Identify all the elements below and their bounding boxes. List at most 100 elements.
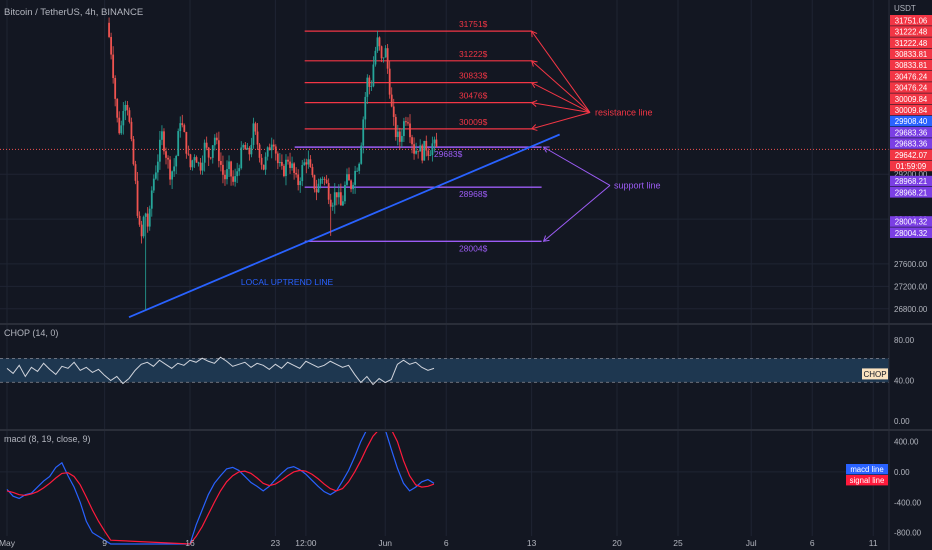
candle-body — [199, 162, 202, 171]
candle — [266, 146, 269, 161]
resistance-level-label: 30833$ — [459, 71, 488, 81]
candle-body — [167, 157, 169, 160]
candle-body — [427, 150, 430, 156]
price-axis-label: 29908.40 — [890, 115, 932, 127]
candle — [256, 123, 259, 150]
candle — [317, 178, 320, 193]
candle — [246, 142, 249, 150]
candle-body — [376, 37, 379, 51]
candle-body — [244, 144, 247, 150]
price-series — [108, 17, 438, 310]
candle — [148, 205, 151, 231]
candle — [342, 195, 344, 207]
candle-body — [419, 145, 422, 152]
candle — [427, 148, 430, 161]
macd-line[interactable] — [6, 429, 435, 545]
candle — [215, 132, 218, 145]
candle-body — [205, 142, 208, 148]
candle — [187, 145, 190, 156]
candle-body — [396, 131, 399, 138]
candle-body — [405, 121, 407, 123]
candle-body — [339, 192, 342, 206]
price-label-box — [890, 37, 932, 48]
candle-body — [313, 175, 316, 190]
candle — [370, 80, 373, 91]
candle-body — [189, 154, 192, 168]
candle-body — [124, 104, 127, 111]
candle — [258, 143, 261, 163]
candle-body — [394, 116, 397, 138]
candle — [114, 75, 117, 107]
y-tick-label: 27600.00 — [894, 260, 928, 269]
candle — [400, 128, 403, 148]
candle-body — [348, 174, 350, 181]
uptrend-line[interactable] — [128, 133, 561, 319]
candle-body — [403, 121, 405, 137]
candle-body — [246, 147, 249, 150]
candle — [112, 46, 115, 84]
candle — [209, 156, 212, 160]
candle-body — [337, 192, 340, 198]
candle — [222, 155, 224, 184]
price-label-text: 28968.21 — [895, 188, 928, 197]
candle-body — [185, 132, 188, 154]
candle-body — [207, 147, 210, 158]
resistance-arrow — [531, 60, 591, 113]
resistance-level-label: 30476$ — [459, 91, 488, 101]
candle — [244, 141, 247, 150]
macd-y-tick: -800.00 — [894, 529, 922, 538]
candle — [323, 176, 326, 186]
candle-body — [116, 98, 119, 118]
macd-title[interactable]: macd (8, 19, close, 9) — [4, 434, 91, 444]
annotations[interactable]: resistance line support line — [530, 30, 661, 242]
resistance-annotation-label[interactable]: resistance line — [595, 108, 653, 118]
symbol-title[interactable]: Bitcoin / TetherUS, 4h, BINANCE — [4, 7, 143, 18]
resistance-arrow — [531, 82, 591, 113]
candle — [260, 153, 263, 170]
price-label-text: 30833.81 — [895, 61, 928, 70]
support-arrow — [543, 185, 611, 242]
support-level-label: 28004$ — [459, 243, 488, 253]
candle-body — [335, 192, 338, 198]
candle — [305, 158, 308, 174]
candle-body — [321, 178, 324, 180]
chop-band — [0, 358, 889, 383]
candle — [228, 155, 230, 177]
price-axis-label: 31751.06 — [890, 15, 932, 26]
candle-body — [179, 123, 182, 132]
candle-body — [203, 142, 206, 163]
arrow-head — [542, 146, 550, 153]
price-label-text: 31222.48 — [895, 39, 928, 48]
chop-line[interactable] — [6, 356, 435, 386]
x-tick-label: 9 — [102, 538, 107, 548]
candle-body — [307, 159, 310, 165]
candle — [425, 135, 428, 157]
candle — [421, 143, 424, 164]
support-annotation-label[interactable]: support line — [614, 180, 661, 190]
macd-pane[interactable] — [0, 429, 889, 545]
candle-body — [278, 162, 281, 164]
candle — [360, 142, 363, 165]
candle-body — [193, 157, 196, 161]
price-label-text: 30833.81 — [895, 50, 928, 59]
countdown-box — [890, 160, 932, 172]
price-axis-label: 30476.24 — [890, 82, 932, 93]
signal-line[interactable] — [6, 429, 435, 545]
candle — [278, 152, 281, 167]
chop-pane[interactable] — [0, 356, 889, 386]
candle — [217, 131, 220, 168]
x-tick-label: 16 — [185, 538, 195, 548]
candle-body — [252, 123, 255, 145]
candle-body — [140, 224, 143, 237]
price-label-text: 29683.36 — [895, 140, 928, 149]
chop-title[interactable]: CHOP (14, 0) — [4, 328, 58, 338]
candle-body — [272, 144, 275, 147]
price-label-text: 30476.24 — [895, 72, 928, 81]
candle — [333, 183, 336, 214]
candle-body — [392, 106, 395, 117]
horizontal-levels[interactable]: 31751$ 31222$ 30833$ 30476$ 30009$ 29683$ 2896… — [0, 19, 889, 319]
candle-body — [317, 183, 320, 193]
macd-y-tick: 0.00 — [894, 468, 910, 477]
candle-body — [171, 171, 174, 180]
